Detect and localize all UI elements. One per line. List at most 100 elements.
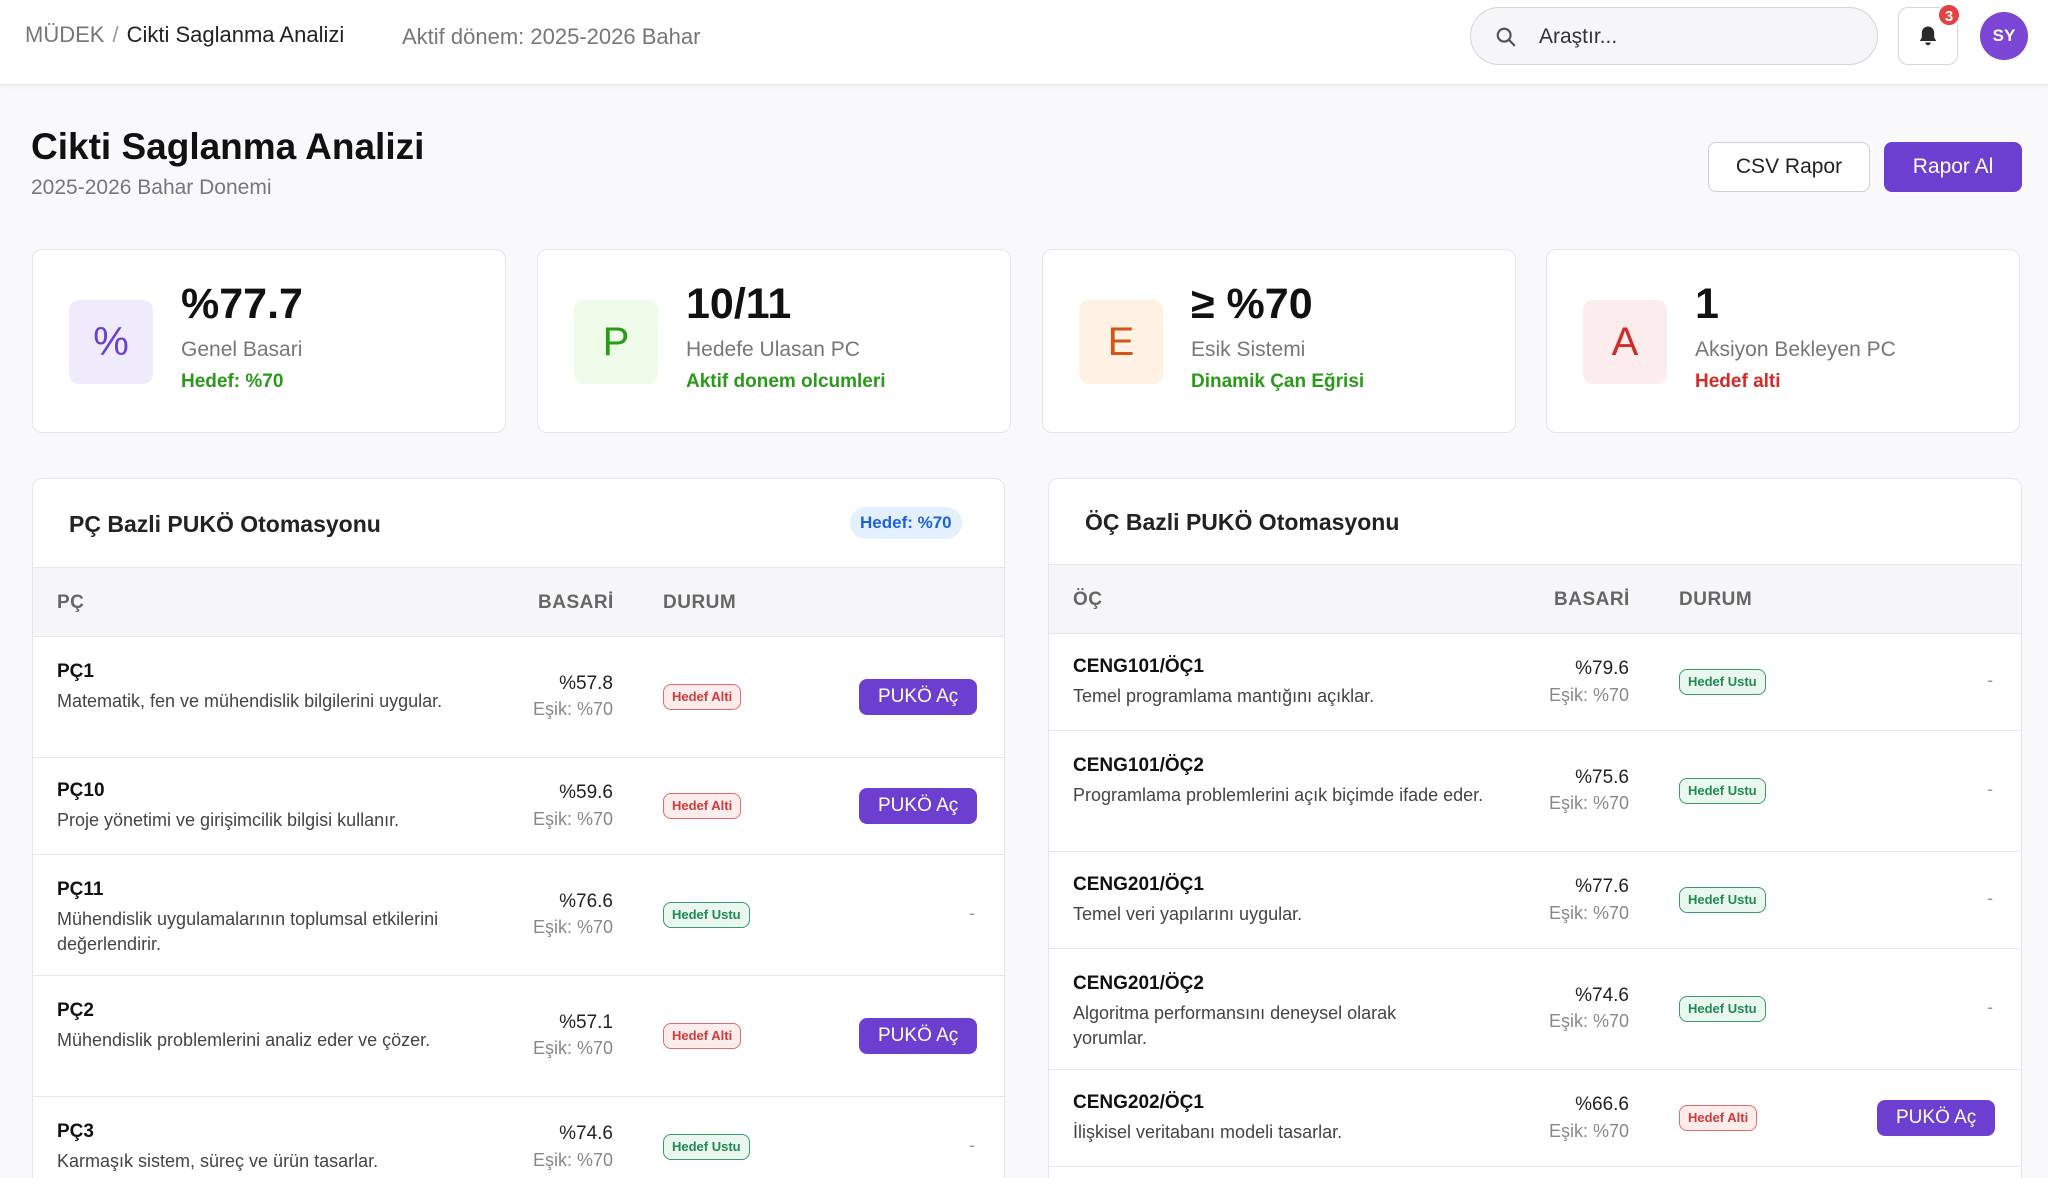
row-success-value: %76.6 xyxy=(559,891,613,912)
top-bar: MÜDEK / Cikti Saglanma Analizi Aktif dönem… xyxy=(0,0,2048,85)
panel-title: PÇ Bazli PUKÖ Otomasyonu xyxy=(69,511,381,537)
panel-title: ÖÇ Bazli PUKÖ Otomasyonu xyxy=(1085,509,1400,535)
status-badge: Hedef Ustu xyxy=(663,902,750,928)
row-description: Proje yönetimi ve girişimcilik bilgisi k… xyxy=(57,810,400,830)
row-code: CENG201/ÖÇ2 xyxy=(1073,973,1204,994)
no-action-placeholder: - xyxy=(969,903,975,923)
breadcrumb-current: Cikti Saglanma Analizi xyxy=(126,22,345,47)
notifications-button[interactable] xyxy=(1898,7,1958,65)
csv-report-button[interactable]: CSV Rapor xyxy=(1708,142,1870,192)
row-description: Programlama problemlerini açık biçimde i… xyxy=(1073,785,1484,805)
search-icon xyxy=(1496,27,1516,47)
row-code: CENG101/ÖÇ1 xyxy=(1073,656,1204,677)
search-input[interactable] xyxy=(1539,20,1859,54)
column-header-oc: ÖÇ xyxy=(1073,589,1103,610)
bell-icon xyxy=(1919,26,1937,46)
no-action-placeholder: - xyxy=(1987,997,1993,1017)
row-code: PÇ11 xyxy=(57,879,104,900)
table-row: PÇ1 Matematik, fen ve mühendislik bilgil… xyxy=(33,637,1004,758)
stat-value: %77.7 xyxy=(181,280,303,328)
stat-label: Hedefe Ulasan PC xyxy=(686,338,860,361)
status-badge: Hedef Ustu xyxy=(663,1134,750,1160)
row-code: PÇ10 xyxy=(57,780,105,801)
stat-note: Hedef alti xyxy=(1695,371,1781,392)
column-header-pc: PÇ xyxy=(57,592,85,613)
table-row: PÇ11 Mühendislik uygulamalarının toplums… xyxy=(33,855,1004,976)
row-threshold: Eşik: %70 xyxy=(1548,1011,1629,1031)
notification-count-badge: 3 xyxy=(1937,3,1961,27)
oc-puko-panel: ÖÇ Bazli PUKÖ Otomasyonu ÖÇ BASARİ DURUM… xyxy=(1048,478,2022,1178)
stat-label: Aksiyon Bekleyen PC xyxy=(1695,338,1896,361)
column-header-status: DURUM xyxy=(1679,589,1753,610)
target-pill: Hedef: %70 xyxy=(850,507,962,539)
row-threshold: Eşik: %70 xyxy=(532,1150,613,1170)
breadcrumb: MÜDEK / Cikti Saglanma Analizi xyxy=(25,22,344,48)
row-success-value: %59.6 xyxy=(559,782,613,803)
row-success-value: %57.8 xyxy=(559,673,613,694)
table-row: PÇ2 Mühendislik problemlerini analiz ede… xyxy=(33,976,1004,1097)
stat-card-overall-success: % %77.7 Genel Basari Hedef: %70 xyxy=(32,249,506,433)
breadcrumb-root[interactable]: MÜDEK xyxy=(25,22,105,47)
open-puko-button[interactable]: PUKÖ Aç xyxy=(859,1018,978,1054)
get-report-button[interactable]: Rapor Al xyxy=(1884,142,2022,192)
row-success-value: %74.6 xyxy=(559,1123,613,1144)
row-threshold: Eşik: %70 xyxy=(532,1038,613,1058)
row-success-value: %75.6 xyxy=(1575,767,1629,788)
row-code: CENG201/ÖÇ1 xyxy=(1073,874,1204,895)
table-row: PÇ3 Karmaşık sistem, süreç ve ürün tasar… xyxy=(33,1097,1004,1178)
row-code: CENG101/ÖÇ2 xyxy=(1073,755,1204,776)
row-success-value: %57.1 xyxy=(559,1012,613,1033)
breadcrumb-separator: / xyxy=(112,22,119,47)
table-row: CENG201/ÖÇ2 Algoritma performansını dene… xyxy=(1049,949,2021,1070)
column-header-status: DURUM xyxy=(663,592,737,613)
active-period-label: Aktif dönem: 2025-2026 Bahar xyxy=(402,24,701,49)
open-puko-button[interactable]: PUKÖ Aç xyxy=(859,788,978,824)
stat-card-threshold-system: E ≥ %70 Esik Sistemi Dinamik Çan Eğrisi xyxy=(1042,249,1516,433)
threshold-letter-icon: E xyxy=(1079,300,1163,384)
page-title: Cikti Saglanma Analizi xyxy=(31,126,425,167)
no-action-placeholder: - xyxy=(1987,670,1993,690)
table-row: CENG101/ÖÇ2 Programlama problemlerini aç… xyxy=(1049,731,2021,852)
open-puko-button[interactable]: PUKÖ Aç xyxy=(1877,1100,1996,1136)
table-row: CENG101/ÖÇ1 Temel programlama mantığını … xyxy=(1049,634,2021,731)
stat-label: Genel Basari xyxy=(181,338,303,361)
row-success-value: %77.6 xyxy=(1575,876,1629,897)
open-puko-button[interactable]: PUKÖ Aç xyxy=(859,679,978,715)
stat-value: ≥ %70 xyxy=(1191,280,1313,328)
status-badge: Hedef Ustu xyxy=(1679,887,1766,913)
status-badge: Hedef Alti xyxy=(1679,1105,1758,1131)
row-description: Mühendislik problemlerini analiz eder ve… xyxy=(57,1030,431,1050)
row-description: Temel programlama mantığını açıklar. xyxy=(1073,686,1375,706)
table-header: ÖÇ BASARİ DURUM xyxy=(1049,564,2021,634)
stat-card-pending-action: A 1 Aksiyon Bekleyen PC Hedef alti xyxy=(1546,249,2020,433)
row-description: Karmaşık sistem, süreç ve ürün tasarlar. xyxy=(57,1151,379,1171)
row-threshold: Eşik: %70 xyxy=(1548,903,1629,923)
row-threshold: Eşik: %70 xyxy=(532,809,613,829)
stat-value: 10/11 xyxy=(686,280,792,328)
row-description: Matematik, fen ve mühendislik bilgilerin… xyxy=(57,691,443,711)
column-header-success: BASARİ xyxy=(1554,589,1630,610)
status-badge: Hedef Alti xyxy=(663,684,742,710)
no-action-placeholder: - xyxy=(1987,888,1993,908)
row-code: CENG202/ÖÇ1 xyxy=(1073,1092,1204,1113)
status-badge: Hedef Alti xyxy=(663,793,742,819)
status-badge: Hedef Ustu xyxy=(1679,996,1766,1022)
row-description: İlişkisel veritabanı modeli tasarlar. xyxy=(1073,1122,1343,1142)
row-threshold: Eşik: %70 xyxy=(1548,1121,1629,1141)
status-badge: Hedef Ustu xyxy=(1679,778,1766,804)
row-threshold: Eşik: %70 xyxy=(1548,793,1629,813)
row-description: Temel veri yapılarını uygular. xyxy=(1073,904,1303,924)
stat-note: Aktif donem olcumleri xyxy=(686,371,886,392)
row-code: PÇ2 xyxy=(57,1000,94,1021)
row-success-value: %66.6 xyxy=(1575,1094,1629,1115)
no-action-placeholder: - xyxy=(969,1135,975,1155)
search-box[interactable] xyxy=(1470,7,1878,65)
row-success-value: %79.6 xyxy=(1575,658,1629,679)
action-letter-icon: A xyxy=(1583,300,1667,384)
user-avatar[interactable]: SY xyxy=(1980,12,2028,60)
page-subtitle: 2025-2026 Bahar Donemi xyxy=(31,176,272,199)
percent-icon: % xyxy=(69,300,153,384)
stat-card-pc-reached: P 10/11 Hedefe Ulasan PC Aktif donem olc… xyxy=(537,249,1011,433)
table-row: CENG201/ÖÇ1 Temel veri yapılarını uygula… xyxy=(1049,852,2021,949)
row-code: PÇ3 xyxy=(57,1121,94,1142)
